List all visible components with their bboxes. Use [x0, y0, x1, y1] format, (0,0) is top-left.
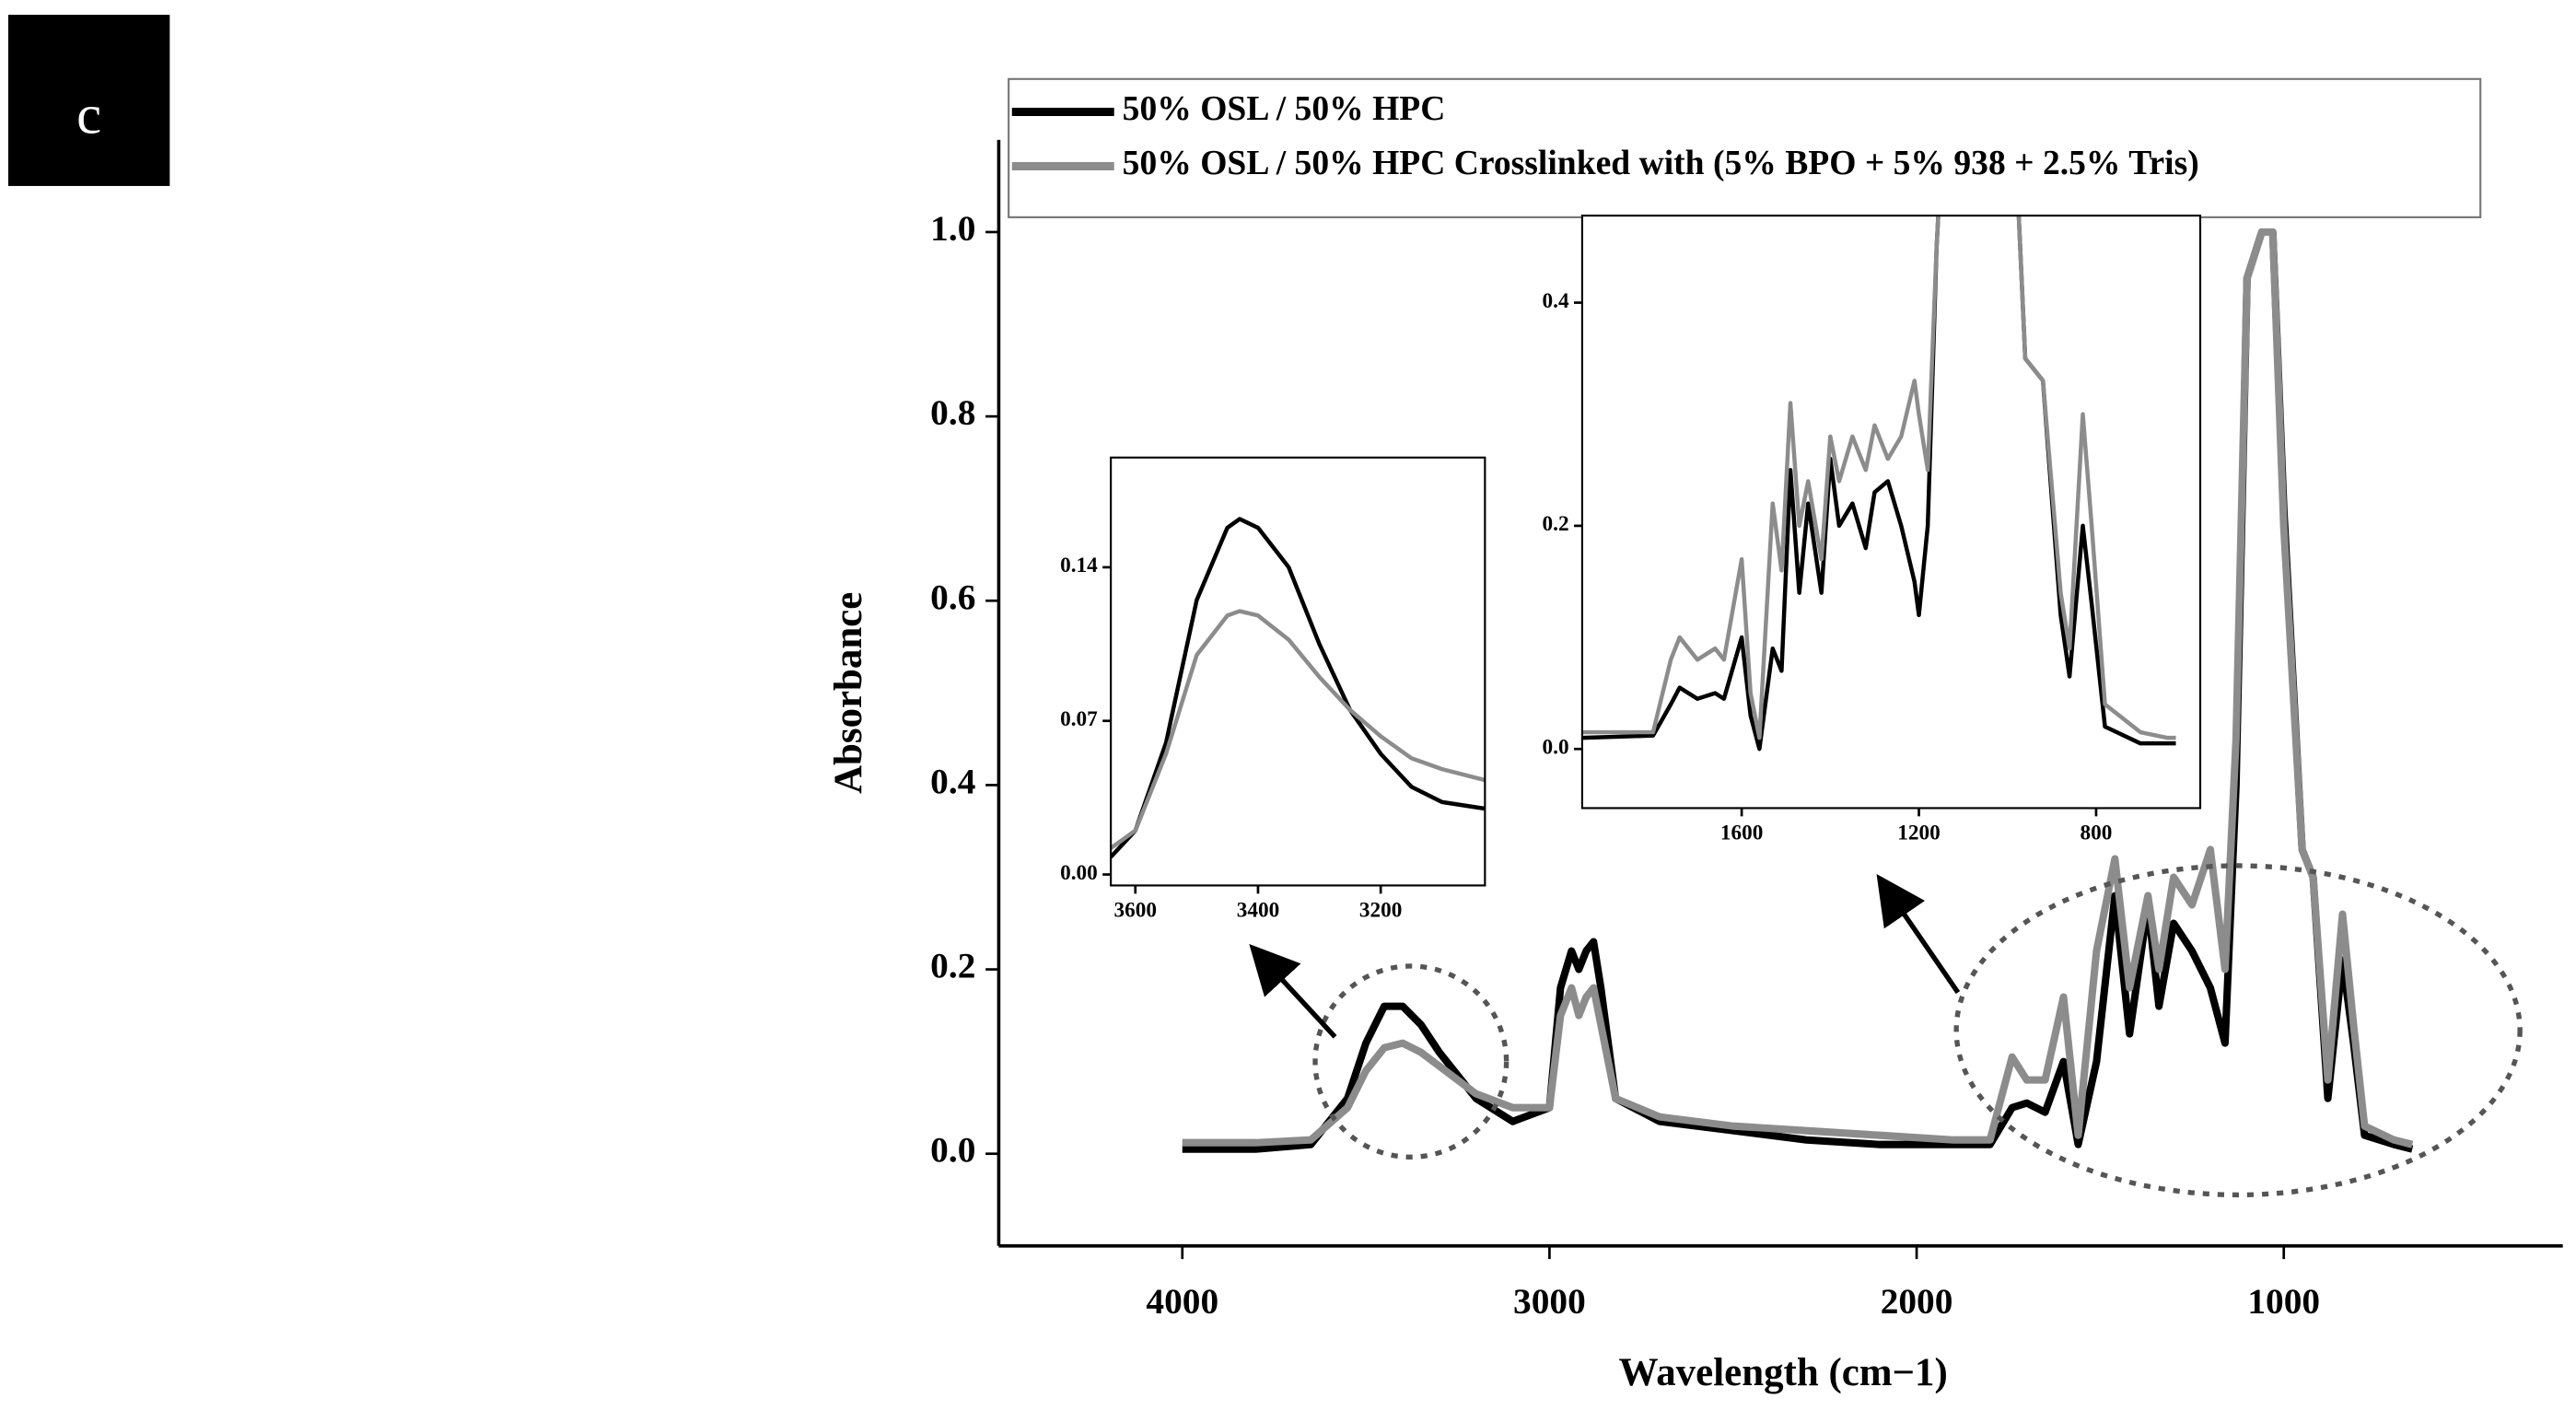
- series-line: [1111, 609, 1486, 850]
- inset-background: [1581, 216, 2200, 809]
- x-tick-label: 800: [2081, 821, 2113, 845]
- y-tick-label: 0.4: [1543, 289, 1569, 313]
- highlight-ellipse: [1312, 963, 1509, 1160]
- legend: 50% OSL / 50% HPC 50% OSL / 50% HPC Cross…: [1008, 77, 2482, 218]
- inset-background: [1111, 457, 1486, 886]
- panel-label: c: [76, 84, 101, 146]
- plot: 3600 3400 3200 0.00 0.07 0.14: [1060, 456, 1486, 922]
- series-line: [1111, 517, 1486, 858]
- y-tick-label: 0.0: [930, 1130, 975, 1171]
- y-tick-label: 0.00: [1060, 861, 1098, 885]
- y-tick-label: 1.0: [930, 208, 975, 249]
- plot: 4000 3000 2000 1000 0.0 0.2 0.4 0.6 0.8 1.0 Wavele…: [827, 77, 2563, 1394]
- series-line: [1581, 216, 2176, 752]
- x-axis-label: Wavelength (cm−1): [1619, 1351, 1948, 1394]
- x-tick-label: 3000: [1513, 1281, 1586, 1322]
- x-tick-label: 1200: [1897, 821, 1941, 845]
- x-tick-label: 4000: [1146, 1281, 1218, 1322]
- y-tick-label: 0.0: [1543, 736, 1569, 760]
- x-tick-label: 3400: [1237, 898, 1280, 922]
- series-line: [1182, 227, 2414, 1148]
- y-tick-label: 0.07: [1060, 707, 1098, 731]
- plots: 4000 3000 2000 1000 0.0 0.2 0.4 0.6 0.8 1.0 Wavele…: [827, 77, 2563, 1394]
- inset-frame: [1110, 456, 1486, 887]
- inset-frame: [1580, 215, 2202, 810]
- panel-label-box: [7, 15, 170, 186]
- y-tick-label: 0.6: [930, 577, 975, 617]
- x-tick-label: 3200: [1359, 898, 1403, 922]
- series-line: [1581, 216, 2176, 740]
- legend-box: [1008, 77, 2482, 218]
- y-tick-label: 0.8: [930, 392, 975, 433]
- highlight-ellipse: [1953, 863, 2523, 1198]
- y-axis-label: Absorbance: [827, 592, 870, 794]
- x-tick-label: 2000: [1881, 1281, 1953, 1322]
- legend-label: 50% OSL / 50% HPC Crosslinked with (5% B…: [1123, 145, 2199, 182]
- y-tick-label: 0.14: [1060, 554, 1098, 577]
- legend-label: 50% OSL / 50% HPC: [1123, 90, 1446, 128]
- x-tick-label: 1000: [2247, 1281, 2320, 1322]
- plot: 1600 1200 800 0.0 0.2 0.4: [1543, 215, 2202, 845]
- arrow: [1876, 874, 1961, 995]
- y-tick-label: 0.2: [930, 946, 975, 986]
- y-tick-label: 0.2: [1543, 512, 1569, 536]
- x-tick-label: 1600: [1720, 821, 1764, 845]
- arrow: [1249, 944, 1337, 1039]
- y-tick-label: 0.4: [930, 761, 975, 801]
- x-tick-label: 3600: [1114, 898, 1158, 922]
